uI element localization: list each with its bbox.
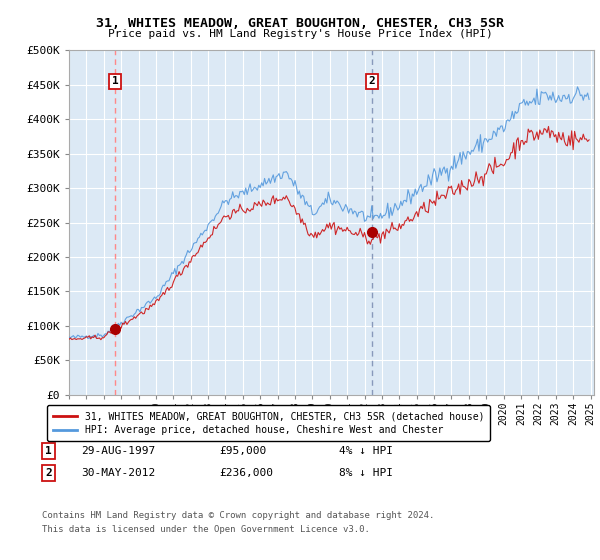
Text: 4% ↓ HPI: 4% ↓ HPI: [339, 446, 393, 456]
Text: 8% ↓ HPI: 8% ↓ HPI: [339, 468, 393, 478]
Text: 29-AUG-1997: 29-AUG-1997: [81, 446, 155, 456]
Text: 31, WHITES MEADOW, GREAT BOUGHTON, CHESTER, CH3 5SR: 31, WHITES MEADOW, GREAT BOUGHTON, CHEST…: [96, 17, 504, 30]
Text: 30-MAY-2012: 30-MAY-2012: [81, 468, 155, 478]
Text: Contains HM Land Registry data © Crown copyright and database right 2024.: Contains HM Land Registry data © Crown c…: [42, 511, 434, 520]
Text: Price paid vs. HM Land Registry's House Price Index (HPI): Price paid vs. HM Land Registry's House …: [107, 29, 493, 39]
Legend: 31, WHITES MEADOW, GREAT BOUGHTON, CHESTER, CH3 5SR (detached house), HPI: Avera: 31, WHITES MEADOW, GREAT BOUGHTON, CHEST…: [47, 405, 490, 441]
Text: 1: 1: [45, 446, 52, 456]
Text: 2: 2: [368, 76, 375, 86]
Text: 1: 1: [112, 76, 119, 86]
Text: £236,000: £236,000: [219, 468, 273, 478]
Text: 2: 2: [45, 468, 52, 478]
Text: £95,000: £95,000: [219, 446, 266, 456]
Text: This data is licensed under the Open Government Licence v3.0.: This data is licensed under the Open Gov…: [42, 525, 370, 534]
